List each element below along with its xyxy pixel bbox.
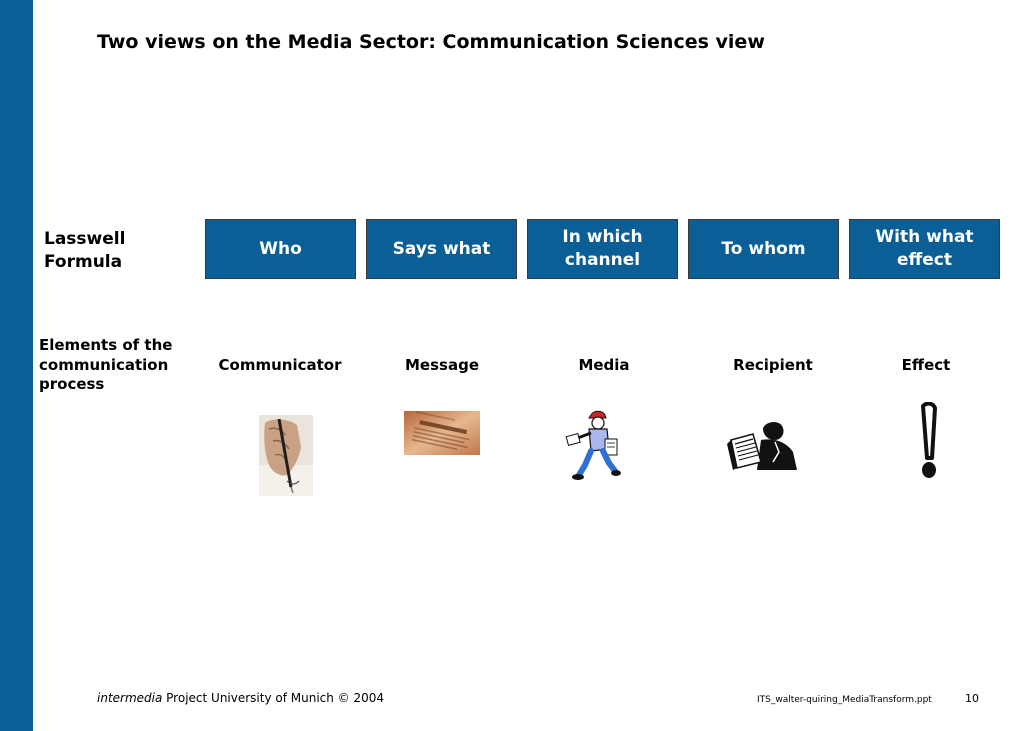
- elements-label: Elements of the communication process: [39, 336, 173, 393]
- lasswell-box-says-what: Says what: [366, 219, 517, 279]
- lasswell-box-who: Who: [205, 219, 356, 279]
- footer-text: Project University of Munich © 2004: [162, 691, 385, 705]
- exclamation-mark-icon: [921, 402, 937, 478]
- lasswell-formula-label: Lasswell Formula: [44, 229, 126, 272]
- paperboy-icon: [565, 410, 621, 480]
- lasswell-box-to-whom: To whom: [688, 219, 839, 279]
- footer-filename: ITS_walter-quiring_MediaTransform.ppt: [757, 695, 932, 705]
- page-number: 10: [965, 692, 979, 705]
- element-recipient: Recipient: [733, 356, 813, 374]
- lasswell-box-with-what-effect: With what effect: [849, 219, 1000, 279]
- element-media: Media: [578, 356, 630, 374]
- slide-title: Two views on the Media Sector: Communica…: [97, 31, 765, 53]
- element-communicator: Communicator: [218, 356, 342, 374]
- footer-copyright: intermedia Project University of Munich …: [97, 691, 384, 705]
- element-message: Message: [405, 356, 479, 374]
- footer-brand: intermedia: [97, 691, 163, 705]
- reader-with-newspaper-icon: [727, 422, 797, 470]
- element-effect: Effect: [901, 356, 951, 374]
- lasswell-box-in-which-channel: In which channel: [527, 219, 678, 279]
- writing-hand-icon: [259, 415, 313, 496]
- sidebar-band: intermedia: [0, 0, 61, 731]
- newspaper-clipping-icon: [404, 411, 480, 455]
